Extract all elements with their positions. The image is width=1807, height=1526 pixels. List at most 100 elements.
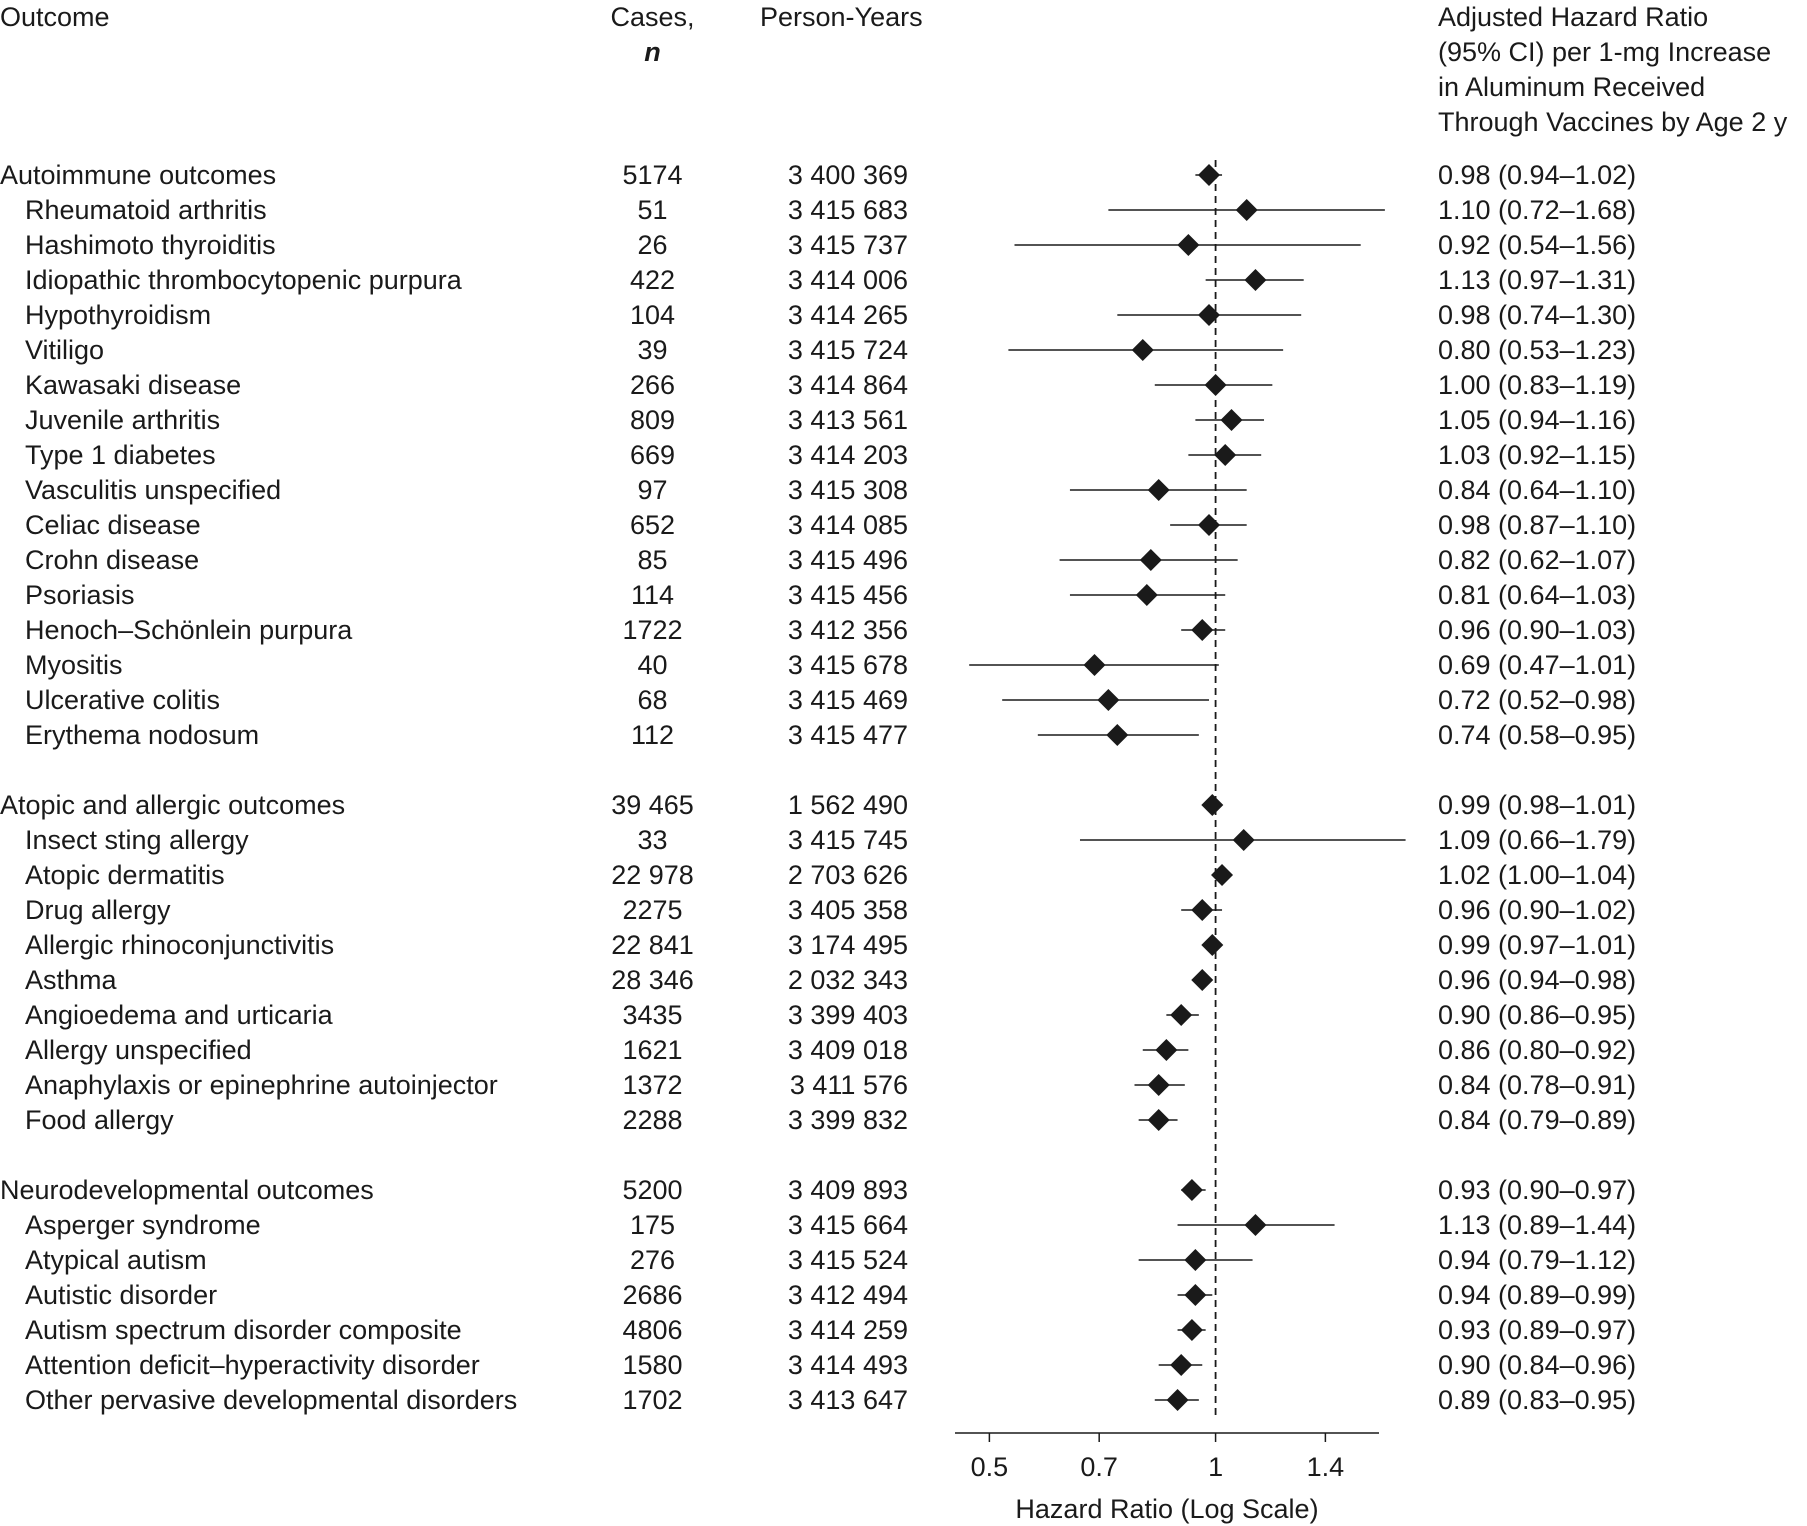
outcome-name: Hypothyroidism: [25, 300, 212, 330]
header-hr-line-1: Adjusted Hazard Ratio: [1438, 2, 1709, 32]
person-years-value: 3 414 203: [787, 440, 908, 470]
cases-value: 422: [629, 265, 676, 295]
person-years-value: 3 174 495: [787, 930, 908, 960]
outcome-name: Atopic dermatitis: [25, 860, 225, 890]
outcome-name: Drug allergy: [25, 895, 171, 925]
person-years-value: 3 411 576: [789, 1070, 908, 1100]
hazard-ratio-point: [1106, 724, 1129, 746]
hazard-ratio-text: 0.93 (0.90–0.97): [1438, 1175, 1637, 1205]
person-years-value: 3 415 678: [787, 650, 908, 680]
hazard-ratio-point: [1220, 409, 1243, 431]
outcome-row: Autism spectrum disorder composite 4806 3 …: [0, 1313, 1807, 1348]
person-years-value: 3 414 493: [787, 1350, 908, 1380]
outcome-name: Myositis: [25, 650, 123, 680]
outcome-row: Anaphylaxis or epinephrine autoinjector 1…: [0, 1068, 1807, 1103]
outcome-name: Other pervasive developmental disorders: [25, 1385, 518, 1415]
hazard-ratio-point: [1147, 1074, 1170, 1096]
x-tick-label: 1: [1208, 1452, 1223, 1482]
person-years-value: 3 413 561: [787, 405, 908, 435]
outcome-row: Allergic rhinoconjunctivitis 22 841 3 174 …: [0, 928, 1807, 963]
person-years-value: 3 399 403: [787, 1000, 908, 1030]
hazard-ratio-text: 0.74 (0.58–0.95): [1438, 720, 1637, 750]
outcome-name: Autistic disorder: [25, 1280, 218, 1310]
person-years-value: 3 415 477: [787, 720, 908, 750]
cases-value: 2288: [622, 1105, 683, 1135]
hazard-ratio-text: 0.96 (0.94–0.98): [1438, 965, 1637, 995]
hazard-ratio-point: [1232, 829, 1255, 851]
outcome-name: Idiopathic thrombocytopenic purpura: [25, 265, 462, 295]
cases-value: 39 465: [611, 790, 694, 820]
cases-value: 1621: [622, 1035, 683, 1065]
cases-value: 51: [637, 195, 668, 225]
outcome-name: Kawasaki disease: [25, 370, 242, 400]
person-years-value: 3 415 524: [787, 1245, 908, 1275]
hazard-ratio-text: 0.90 (0.84–0.96): [1438, 1350, 1637, 1380]
hazard-ratio-text: 0.93 (0.89–0.97): [1438, 1315, 1637, 1345]
hazard-ratio-point: [1184, 1284, 1207, 1306]
hazard-ratio-point: [1235, 199, 1258, 221]
header-cases-n: n: [644, 37, 661, 67]
outcome-name: Type 1 diabetes: [25, 440, 216, 470]
outcome-row: Angioedema and urticaria 3435 3 399 403 0.9…: [0, 998, 1807, 1033]
hazard-ratio-point: [1211, 864, 1234, 886]
cases-value: 26: [637, 230, 668, 260]
person-years-value: 3 399 832: [787, 1105, 908, 1135]
hazard-ratio-point: [1191, 619, 1214, 641]
hazard-ratio-point: [1180, 1319, 1203, 1341]
hazard-ratio-point: [1180, 1179, 1203, 1201]
cases-value: 97: [637, 475, 668, 505]
outcome-name: Psoriasis: [25, 580, 135, 610]
hazard-ratio-text: 0.90 (0.86–0.95): [1438, 1000, 1637, 1030]
outcome-name: Ulcerative colitis: [25, 685, 221, 715]
x-tick-label: 1.4: [1307, 1452, 1345, 1482]
cases-value: 22 841: [611, 930, 694, 960]
outcome-row: Autistic disorder 2686 3 412 494 0.94 (0.89…: [0, 1278, 1807, 1313]
outcome-row: Erythema nodosum 112 3 415 477 0.74 (0.58–0…: [0, 718, 1807, 753]
person-years-value: 3 415 724: [787, 335, 908, 365]
hazard-ratio-text: 0.81 (0.64–1.03): [1438, 580, 1637, 610]
cases-value: 266: [629, 370, 676, 400]
outcome-name: Vitiligo: [25, 335, 105, 365]
hazard-ratio-point: [1214, 444, 1237, 466]
hazard-ratio-text: 0.84 (0.78–0.91): [1438, 1070, 1637, 1100]
outcome-row: Rheumatoid arthritis 51 3 415 683 1.10 (0.7…: [0, 193, 1807, 228]
cases-value: 2275: [622, 895, 683, 925]
person-years-value: 2 703 626: [787, 860, 908, 890]
person-years-value: 3 414 006: [787, 265, 908, 295]
person-years-value: 3 415 456: [787, 580, 908, 610]
hazard-ratio-point: [1191, 969, 1214, 991]
cases-value: 669: [629, 440, 676, 470]
outcome-name: Atopic and allergic outcomes: [0, 790, 346, 820]
outcome-row: Vitiligo 39 3 415 724 0.80 (0.53–1.23): [0, 333, 1807, 368]
hazard-ratio-text: 1.13 (0.89–1.44): [1438, 1210, 1637, 1240]
outcome-name: Autism spectrum disorder composite: [25, 1315, 462, 1345]
outcome-row: Myositis 40 3 415 678 0.69 (0.47–1.01): [0, 648, 1807, 683]
person-years-value: 3 405 358: [787, 895, 908, 925]
outcome-row: Atopic dermatitis 22 978 2 703 626 1.02 (1.…: [0, 858, 1807, 893]
person-years-value: 2 032 343: [787, 965, 908, 995]
header-hr-line-2: (95% CI) per 1-mg Increase: [1438, 37, 1772, 67]
outcome-name: Autoimmune outcomes: [0, 160, 277, 190]
hazard-ratio-text: 0.98 (0.94–1.02): [1438, 160, 1637, 190]
person-years-value: 3 414 265: [787, 300, 908, 330]
person-years-value: 3 414 259: [787, 1315, 908, 1345]
outcome-row: Henoch–Schönlein purpura 1722 3 412 356 0.9…: [0, 613, 1807, 648]
cases-value: 5200: [622, 1175, 683, 1205]
hazard-ratio-point: [1083, 654, 1106, 676]
hazard-ratio-point: [1197, 514, 1220, 536]
outcome-name: Asthma: [25, 965, 117, 995]
hazard-ratio-point: [1177, 234, 1200, 256]
hazard-ratio-point: [1097, 689, 1120, 711]
outcome-row: Psoriasis 114 3 415 456 0.81 (0.64–1.03): [0, 578, 1807, 613]
cases-value: 104: [629, 300, 676, 330]
outcome-row: Atypical autism 276 3 415 524 0.94 (0.79–1.…: [0, 1243, 1807, 1278]
hazard-ratio-text: 1.10 (0.72–1.68): [1438, 195, 1637, 225]
header-hr-line-4: Through Vaccines by Age 2 y: [1438, 107, 1788, 137]
cases-value: 3435: [622, 1000, 683, 1030]
hazard-ratio-point: [1244, 1214, 1267, 1236]
person-years-value: 3 400 369: [787, 160, 908, 190]
hazard-ratio-text: 0.98 (0.74–1.30): [1438, 300, 1637, 330]
cases-value: 1372: [622, 1070, 683, 1100]
hazard-ratio-text: 0.80 (0.53–1.23): [1438, 335, 1637, 365]
hazard-ratio-text: 0.69 (0.47–1.01): [1438, 650, 1637, 680]
